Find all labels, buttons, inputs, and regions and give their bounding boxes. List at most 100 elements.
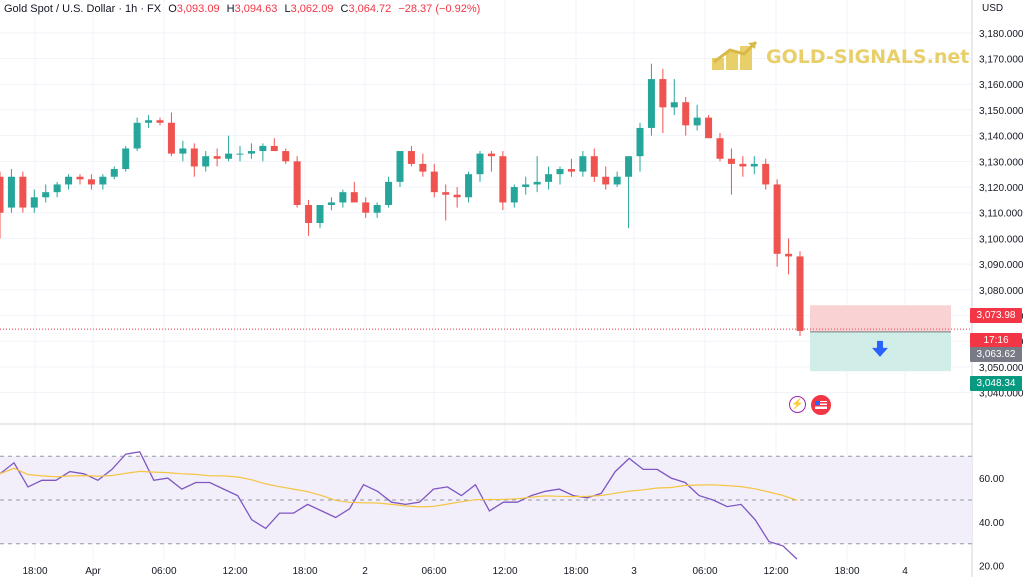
price-tick-label: 3,120.000: [979, 183, 1024, 194]
flag-icon: [815, 401, 827, 409]
time-tick-label: 18:00: [292, 566, 317, 577]
time-tick-label: 06:00: [692, 566, 717, 577]
ohlc-legend: Gold Spot / U.S. Dollar · 1h · FX O3,093…: [4, 3, 484, 15]
candle-body: [636, 127, 644, 157]
price-tick-label: 3,090.000: [979, 260, 1024, 271]
candle-body: [293, 161, 301, 206]
candle-body: [133, 122, 141, 149]
open-label: O: [168, 3, 177, 15]
rsi-tick-label: 20.00: [979, 562, 1004, 573]
candle-body: [259, 145, 267, 152]
currency-label[interactable]: USD: [982, 3, 1004, 14]
last-price-tag: 3,063.62: [970, 347, 1022, 362]
candle-body: [76, 176, 84, 180]
time-tick-label: 12:00: [222, 566, 247, 577]
time-tick-label: Apr: [85, 566, 101, 577]
candle-body: [602, 176, 610, 185]
high-label: H: [226, 3, 235, 15]
price-tick-label: 3,130.000: [979, 157, 1024, 168]
candle-body: [236, 153, 244, 155]
countdown-tag: 17:16: [970, 333, 1022, 348]
candle-body: [339, 192, 347, 203]
candle-body: [202, 156, 210, 167]
time-tick-label: 18:00: [563, 566, 588, 577]
us-flag-icon[interactable]: [811, 395, 831, 415]
candle-body: [716, 138, 724, 159]
time-tick-label: 4: [902, 566, 908, 577]
candle-body: [613, 176, 621, 185]
candle-body: [225, 153, 233, 159]
arrow-down-icon: [872, 340, 888, 357]
candle-body: [442, 192, 450, 195]
candle-body: [42, 192, 50, 198]
candle-body: [282, 151, 290, 162]
candle-body: [750, 163, 758, 167]
time-tick-label: 12:00: [492, 566, 517, 577]
close-value: 3,064.72: [348, 3, 392, 15]
candle-body: [407, 151, 415, 164]
candle-body: [430, 171, 438, 193]
price-tick-label: 3,050.000: [979, 363, 1024, 374]
candle-body: [396, 151, 404, 182]
candle-body: [145, 120, 153, 123]
close-label: C: [340, 3, 349, 15]
symbol-label[interactable]: Gold Spot / U.S. Dollar · 1h · FX: [4, 3, 162, 15]
candle-body: [167, 122, 175, 154]
price-tick-label: 3,180.000: [979, 29, 1024, 40]
candle-body: [419, 163, 427, 172]
candle-body: [773, 184, 781, 254]
candle-body: [122, 148, 130, 170]
change-value: −28.37 (−0.92%): [398, 3, 481, 15]
price-tick-label: 3,140.000: [979, 132, 1024, 143]
candle-body: [19, 176, 27, 208]
candle-body: [305, 205, 313, 223]
candle-body: [567, 169, 575, 172]
candle-body: [316, 205, 324, 223]
candle-body: [556, 169, 564, 175]
candle-body: [99, 176, 107, 185]
price-tick-label: 3,100.000: [979, 234, 1024, 245]
candle-body: [0, 176, 4, 213]
stop-price-tag: 3,073.98: [970, 308, 1022, 323]
price-tick-label: 3,110.000: [979, 209, 1023, 220]
candle-body: [499, 156, 507, 203]
candle-body: [110, 169, 118, 177]
candle-body: [659, 79, 667, 108]
candle-body: [545, 174, 553, 182]
candle-body: [270, 145, 278, 152]
lightning-icon[interactable]: ⚡: [789, 396, 806, 413]
price-tick-label: 3,170.000: [979, 55, 1024, 66]
candle-body: [670, 102, 678, 108]
price-tick-label: 3,160.000: [979, 80, 1024, 91]
candle-body: [465, 174, 473, 198]
candle-body: [65, 176, 73, 185]
rsi-tick-label: 60.00: [979, 474, 1004, 485]
rsi-line: [0, 451, 798, 560]
time-tick-label: 06:00: [421, 566, 446, 577]
candle-body: [785, 253, 793, 257]
candle-body: [533, 181, 541, 185]
time-tick-label: 18:00: [834, 566, 859, 577]
time-tick-label: 12:00: [763, 566, 788, 577]
candle-body: [796, 256, 804, 331]
target-price-tag: 3,048.34: [970, 376, 1022, 391]
time-tick-label: 2: [362, 566, 368, 577]
candle-body: [739, 163, 747, 167]
time-tick-label: 18:00: [22, 566, 47, 577]
candle-body: [87, 179, 95, 185]
gold-bars-icon: [712, 40, 758, 70]
candle-body: [373, 205, 381, 213]
rsi-tick-label: 40.00: [979, 518, 1004, 529]
time-tick-label: 3: [631, 566, 637, 577]
candle-body: [247, 151, 255, 154]
candle-body: [453, 194, 461, 198]
high-value: 3,094.63: [234, 3, 278, 15]
candle-body: [705, 117, 713, 139]
candle-body: [693, 117, 701, 126]
candle-body: [7, 176, 15, 208]
time-tick-label: 06:00: [151, 566, 176, 577]
price-tick-label: 3,080.000: [979, 286, 1024, 297]
candle-body: [213, 156, 221, 159]
